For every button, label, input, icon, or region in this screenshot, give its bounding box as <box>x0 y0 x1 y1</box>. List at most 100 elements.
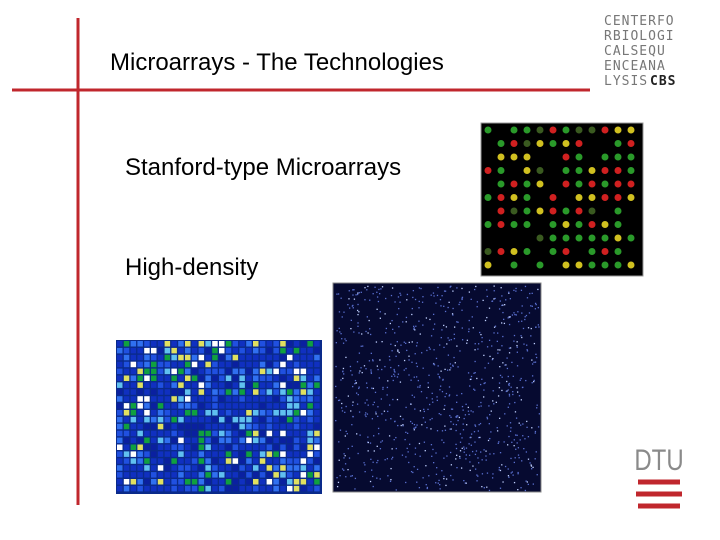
cell <box>287 361 293 368</box>
cell <box>225 472 232 478</box>
speck <box>524 318 526 321</box>
speck <box>432 292 435 294</box>
cell <box>300 347 307 354</box>
cell <box>287 444 293 450</box>
cell <box>219 382 225 388</box>
speck <box>435 482 437 484</box>
cell <box>307 437 313 444</box>
cell <box>137 347 143 354</box>
cell <box>185 410 191 416</box>
spot <box>562 261 570 269</box>
speck <box>448 395 450 397</box>
cell <box>287 472 293 478</box>
cell <box>157 416 164 423</box>
speck <box>352 401 354 403</box>
speck <box>360 291 362 293</box>
speck <box>424 450 426 452</box>
cell <box>232 451 239 457</box>
speck <box>462 423 464 425</box>
speck <box>444 310 447 313</box>
cell <box>137 430 143 437</box>
cell <box>212 341 218 347</box>
speck <box>402 425 404 427</box>
speck <box>394 301 396 303</box>
cell <box>293 451 300 457</box>
speck <box>372 359 374 361</box>
speck <box>342 342 345 344</box>
speck <box>354 488 356 490</box>
cell <box>266 423 273 430</box>
speck <box>394 420 396 423</box>
cell <box>239 403 245 409</box>
cell <box>178 375 184 381</box>
speck <box>512 474 514 476</box>
spot <box>523 194 531 201</box>
spot <box>588 194 596 201</box>
cell <box>293 382 300 388</box>
speck <box>391 448 393 450</box>
speck <box>379 478 381 480</box>
cell <box>273 458 279 464</box>
speck <box>344 435 346 437</box>
speck <box>455 416 457 418</box>
speck <box>421 424 423 426</box>
cell <box>259 361 266 368</box>
speck <box>449 369 451 371</box>
speck <box>439 377 441 379</box>
cell <box>198 341 205 347</box>
cell <box>185 403 191 409</box>
spot <box>510 153 518 161</box>
speck <box>386 394 388 396</box>
cell <box>144 389 150 395</box>
cell <box>130 430 137 437</box>
cell <box>307 361 313 368</box>
cell <box>117 465 123 471</box>
speck <box>410 403 412 405</box>
speck <box>415 325 417 327</box>
cell <box>246 437 252 444</box>
cell <box>157 472 164 478</box>
speck <box>477 475 479 477</box>
speck <box>381 368 383 371</box>
speck <box>446 455 448 457</box>
speck <box>499 374 502 377</box>
speck <box>486 316 488 319</box>
speck <box>388 435 391 437</box>
cell <box>185 444 191 450</box>
cell <box>151 430 157 437</box>
speck <box>354 383 356 385</box>
cell <box>130 368 137 375</box>
spot <box>510 207 518 215</box>
spot <box>588 234 596 242</box>
speck <box>394 371 396 373</box>
speck <box>380 288 382 290</box>
cell <box>151 361 157 368</box>
speck <box>450 285 452 287</box>
speck <box>413 466 415 468</box>
cell <box>219 479 225 485</box>
speck <box>411 361 413 363</box>
cell <box>157 458 164 464</box>
speck <box>454 362 456 364</box>
speck <box>408 355 410 357</box>
cell <box>280 444 286 450</box>
cell <box>178 423 184 430</box>
speck <box>428 403 431 406</box>
speck <box>531 375 534 377</box>
cell <box>157 430 164 437</box>
speck <box>455 458 457 460</box>
cell <box>239 375 245 381</box>
speck <box>505 390 508 393</box>
cell <box>117 389 123 395</box>
speck <box>351 475 353 477</box>
speck <box>478 462 480 464</box>
speck <box>476 306 478 308</box>
speck <box>380 398 382 400</box>
speck <box>465 447 468 449</box>
cell <box>273 375 279 381</box>
speck <box>343 311 345 313</box>
speck <box>450 428 452 430</box>
speck <box>381 440 384 442</box>
speck <box>336 330 338 332</box>
speck <box>463 446 465 448</box>
